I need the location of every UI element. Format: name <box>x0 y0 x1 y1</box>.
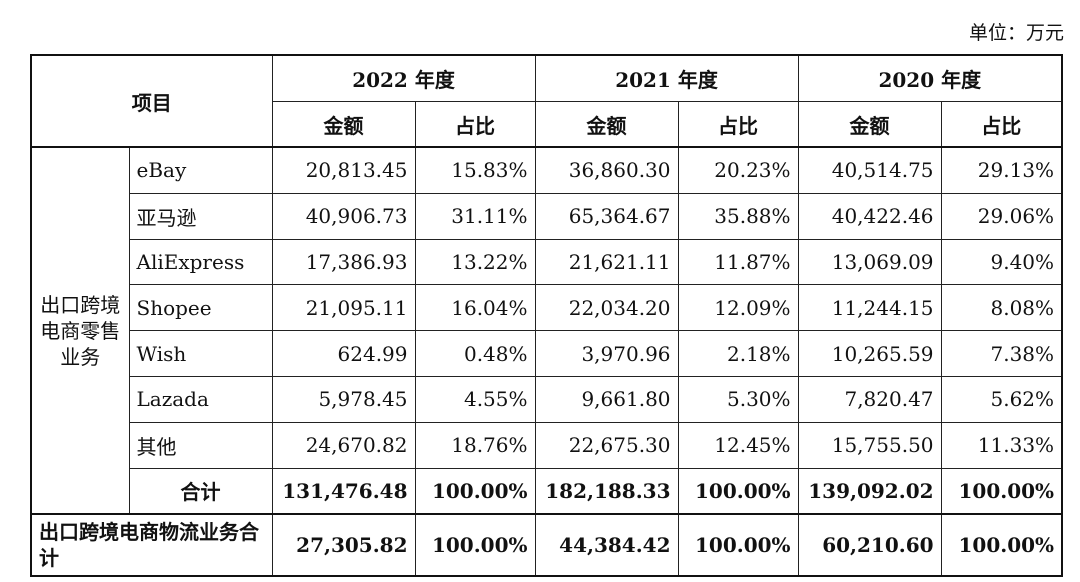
header-amount: 金额 <box>271 101 416 148</box>
cell-ratio-2022: 15.83% <box>414 145 536 194</box>
cell-amount-2020: 11,244.15 <box>797 284 942 332</box>
cell-amount-2021: 65,364.67 <box>534 192 679 240</box>
cell-ratio-2021: 12.45% <box>677 421 799 469</box>
cell-amount-2022: 40,906.73 <box>271 192 416 240</box>
cell-ratio-2020: 11.33% <box>940 421 1063 469</box>
cell-amount-2020: 40,514.75 <box>797 145 942 194</box>
cell-ratio-2020: 7.38% <box>940 330 1063 377</box>
cell-amount-2021: 44,384.42 <box>534 513 679 577</box>
cell-ratio-2022: 31.11% <box>414 192 536 240</box>
total-row: 出口跨境电商物流业务合计 27,305.82 100.00% 44,384.42… <box>30 513 1063 577</box>
table-row: 出口跨境电商零售业务 eBay 20,813.45 15.83% 36,860.… <box>30 145 1063 515</box>
cell-ratio-2020: 100.00% <box>940 513 1063 577</box>
platform-name: Shopee <box>128 284 273 332</box>
header-year-2020: 2020 年度 <box>797 54 1063 102</box>
platform-name: Lazada <box>128 375 273 423</box>
cell-ratio-2021: 20.23% <box>677 145 799 194</box>
table-row: Lazada 5,978.45 4.55% 9,661.80 5.30% 7,8… <box>31 375 1063 423</box>
table-row: 亚马逊 40,906.73 31.11% 65,364.67 35.88% 40… <box>31 192 1063 240</box>
subtotal-row: 合计 131,476.48 100.00% 182,188.33 100.00%… <box>31 467 1063 515</box>
cell-ratio-2022: 13.22% <box>414 238 536 286</box>
cell-ratio-2020: 29.13% <box>940 145 1063 194</box>
cell-amount-2022: 624.99 <box>271 330 416 377</box>
cell-amount-2021: 3,970.96 <box>534 330 679 377</box>
cell-ratio-2021: 5.30% <box>677 375 799 423</box>
table-row: Shopee 21,095.11 16.04% 22,034.20 12.09%… <box>31 284 1063 332</box>
cell-amount-2022: 27,305.82 <box>271 513 416 577</box>
cell-amount-2020: 139,092.02 <box>797 467 942 515</box>
cell-ratio-2022: 100.00% <box>414 467 536 515</box>
category-label: 出口跨境电商零售业务 <box>30 145 130 515</box>
subtotal-label: 合计 <box>128 467 273 515</box>
cell-amount-2022: 24,670.82 <box>271 421 416 469</box>
cell-ratio-2020: 5.62% <box>940 375 1063 423</box>
table-row: Wish 624.99 0.48% 3,970.96 2.18% 10,265.… <box>31 330 1063 377</box>
header-ratio: 占比 <box>414 101 536 148</box>
cell-amount-2020: 15,755.50 <box>797 421 942 469</box>
cell-ratio-2022: 16.04% <box>414 284 536 332</box>
table-row: 其他 24,670.82 18.76% 22,675.30 12.45% 15,… <box>31 421 1063 469</box>
platform-name: Wish <box>128 330 273 377</box>
header-year-2021: 2021 年度 <box>534 54 799 102</box>
cell-ratio-2022: 100.00% <box>414 513 536 577</box>
cell-ratio-2022: 18.76% <box>414 421 536 469</box>
cell-amount-2022: 20,813.45 <box>271 145 416 194</box>
header-amount: 金额 <box>797 101 942 148</box>
cell-ratio-2020: 29.06% <box>940 192 1063 240</box>
cell-ratio-2021: 12.09% <box>677 284 799 332</box>
cell-ratio-2021: 2.18% <box>677 330 799 377</box>
cell-ratio-2021: 100.00% <box>677 467 799 515</box>
cell-amount-2021: 182,188.33 <box>534 467 679 515</box>
cell-ratio-2020: 100.00% <box>940 467 1063 515</box>
cell-amount-2021: 22,675.30 <box>534 421 679 469</box>
header-amount: 金额 <box>534 101 679 148</box>
cell-ratio-2021: 35.88% <box>677 192 799 240</box>
cell-amount-2021: 21,621.11 <box>534 238 679 286</box>
cell-amount-2021: 22,034.20 <box>534 284 679 332</box>
total-label: 出口跨境电商物流业务合计 <box>30 513 273 577</box>
table-row: AliExpress 17,386.93 13.22% 21,621.11 11… <box>31 238 1063 286</box>
cell-ratio-2020: 9.40% <box>940 238 1063 286</box>
cell-amount-2021: 9,661.80 <box>534 375 679 423</box>
cell-amount-2022: 21,095.11 <box>271 284 416 332</box>
cell-ratio-2020: 8.08% <box>940 284 1063 332</box>
cell-ratio-2021: 11.87% <box>677 238 799 286</box>
cell-ratio-2022: 4.55% <box>414 375 536 423</box>
cell-amount-2020: 7,820.47 <box>797 375 942 423</box>
platform-name: eBay <box>128 145 273 194</box>
cell-ratio-2021: 100.00% <box>677 513 799 577</box>
platform-name: 其他 <box>128 421 273 469</box>
cell-amount-2022: 17,386.93 <box>271 238 416 286</box>
cell-amount-2020: 40,422.46 <box>797 192 942 240</box>
header-item: 项目 <box>30 54 273 148</box>
header-ratio: 占比 <box>677 101 799 148</box>
platform-name: AliExpress <box>128 238 273 286</box>
cell-amount-2020: 10,265.59 <box>797 330 942 377</box>
unit-label: 单位：万元 <box>968 22 1064 44</box>
cell-amount-2021: 36,860.30 <box>534 145 679 194</box>
cell-amount-2022: 131,476.48 <box>271 467 416 515</box>
cell-amount-2020: 60,210.60 <box>797 513 942 577</box>
cell-amount-2022: 5,978.45 <box>271 375 416 423</box>
header-ratio: 占比 <box>940 101 1063 148</box>
cell-ratio-2022: 0.48% <box>414 330 536 377</box>
header-year-2022: 2022 年度 <box>271 54 536 102</box>
platform-name: 亚马逊 <box>128 192 273 240</box>
data-table: 项目 2022 年度 2021 年度 2020 年度 金额 占比 金额 占比 金… <box>30 54 1064 578</box>
cell-amount-2020: 13,069.09 <box>797 238 942 286</box>
